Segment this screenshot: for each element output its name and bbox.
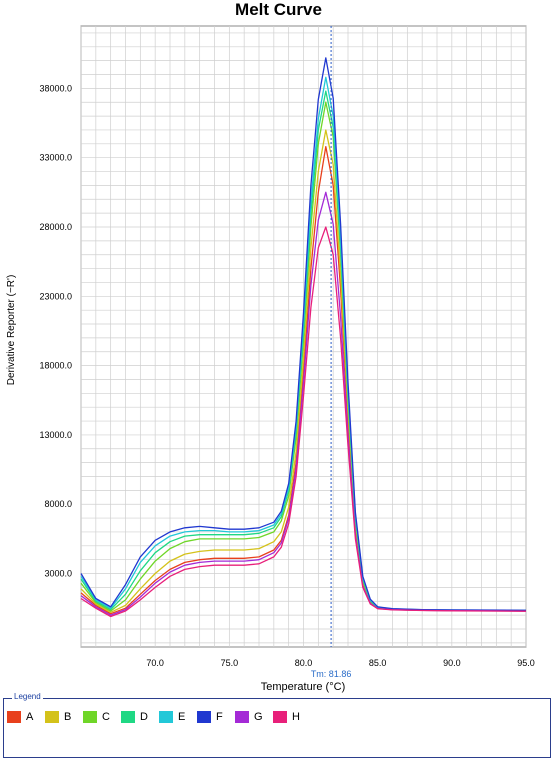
legend-swatch bbox=[45, 711, 59, 723]
grid-horizontal bbox=[81, 32, 526, 644]
legend-label: H bbox=[292, 711, 300, 723]
y-tick-label: 38000.0 bbox=[39, 83, 72, 93]
x-axis-label: Temperature (°C) bbox=[261, 681, 345, 693]
legend-item-G[interactable]: G bbox=[235, 709, 263, 725]
x-tick-label: 90.0 bbox=[443, 658, 461, 668]
x-tick-label: 75.0 bbox=[221, 658, 239, 668]
y-axis-label: Derivative Reporter (−R') bbox=[6, 275, 17, 386]
melt-curve-plot: 70.0 75.0 80.0 85.0 90.0 95.0 3000.0 8000.0 130… bbox=[6, 25, 535, 693]
series-line-F bbox=[80, 57, 527, 611]
x-tick-label: 85.0 bbox=[369, 658, 387, 668]
x-tick-labels: 70.0 75.0 80.0 85.0 90.0 95.0 bbox=[146, 658, 534, 668]
y-tick-label: 8000.0 bbox=[44, 499, 72, 509]
legend-swatch bbox=[273, 711, 287, 723]
y-tick-label: 13000.0 bbox=[39, 430, 72, 440]
y-tick-label: 28000.0 bbox=[39, 222, 72, 232]
x-tick-label: 95.0 bbox=[517, 658, 535, 668]
legend-item-H[interactable]: H bbox=[273, 709, 300, 725]
legend-swatch bbox=[197, 711, 211, 723]
y-tick-label: 33000.0 bbox=[39, 153, 72, 163]
x-tick-label: 80.0 bbox=[295, 658, 313, 668]
grid-vertical bbox=[80, 26, 527, 647]
series-line-H bbox=[80, 226, 527, 618]
legend-swatch bbox=[121, 711, 135, 723]
legend-title: Legend bbox=[12, 692, 43, 701]
legend-item-C[interactable]: C bbox=[83, 709, 110, 725]
legend-box: Legend A B C D E F G H bbox=[3, 692, 551, 758]
y-tick-labels: 3000.0 8000.0 13000.0 18000.0 23000.0 28000.0… bbox=[39, 83, 72, 578]
legend-item-F[interactable]: F bbox=[197, 709, 223, 725]
y-tick-label: 23000.0 bbox=[39, 291, 72, 301]
legend-swatch bbox=[7, 711, 21, 723]
legend-label: G bbox=[254, 711, 263, 723]
legend-label: A bbox=[26, 711, 34, 723]
series-group bbox=[80, 57, 527, 618]
legend-label: E bbox=[178, 711, 186, 723]
legend-label: B bbox=[64, 711, 72, 723]
legend-item-A[interactable]: A bbox=[7, 709, 33, 725]
chart-title: Melt Curve bbox=[235, 0, 322, 19]
legend-label: C bbox=[102, 711, 110, 723]
legend-label: D bbox=[140, 711, 148, 723]
tm-marker-label: Tm: 81.86 bbox=[311, 669, 352, 679]
y-tick-label: 3000.0 bbox=[44, 569, 72, 579]
y-tick-label: 18000.0 bbox=[39, 361, 72, 371]
legend-label: F bbox=[216, 711, 223, 723]
legend-swatch bbox=[159, 711, 173, 723]
legend-item-E[interactable]: E bbox=[159, 709, 185, 725]
legend-item-D[interactable]: D bbox=[121, 709, 148, 725]
legend-swatch bbox=[235, 711, 249, 723]
legend-swatch bbox=[83, 711, 97, 723]
x-tick-label: 70.0 bbox=[146, 658, 164, 668]
legend-item-B[interactable]: B bbox=[45, 709, 71, 725]
